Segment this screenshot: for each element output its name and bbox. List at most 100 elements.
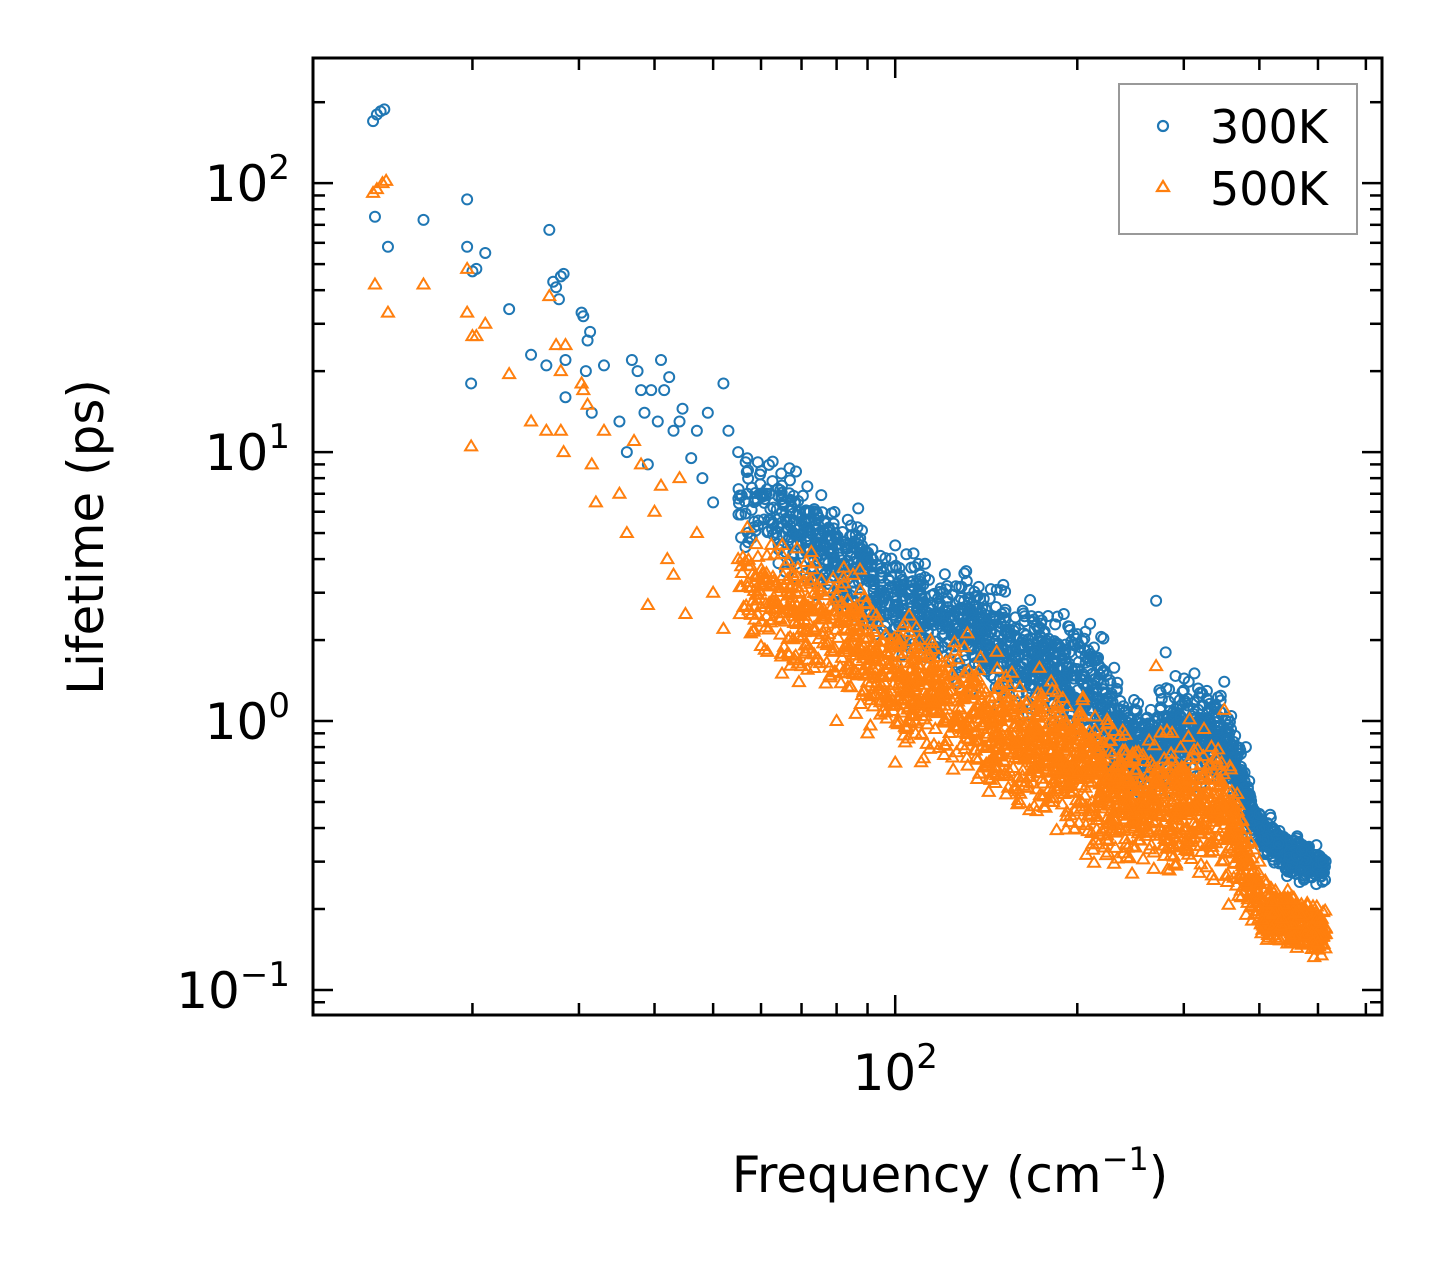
data-point-500K: [1146, 737, 1163, 751]
data-point-500K: [1160, 765, 1176, 779]
data-point-500K: [1071, 728, 1087, 742]
data-point-500K: [1048, 684, 1065, 698]
data-point-500K: [1167, 839, 1183, 853]
data-point-300K: [924, 610, 937, 623]
legend-box: [1118, 83, 1358, 235]
data-point-300K: [886, 582, 899, 595]
data-point-500K: [983, 751, 1000, 765]
data-point-300K: [1024, 594, 1037, 607]
data-point-500K: [793, 658, 810, 672]
data-point-500K: [1248, 873, 1265, 887]
data-point-500K: [1031, 659, 1048, 673]
data-point-500K: [872, 680, 889, 694]
data-point-500K: [1004, 746, 1021, 760]
data-point-500K: [894, 649, 910, 663]
data-point-500K: [1135, 812, 1152, 826]
data-point-300K: [1273, 825, 1286, 838]
data-point-500K: [869, 613, 886, 627]
data-point-300K: [739, 507, 752, 520]
data-point-500K: [1226, 855, 1242, 869]
data-point-500K: [1086, 854, 1102, 868]
data-point-500K: [1016, 747, 1032, 761]
data-point-300K: [1223, 715, 1236, 728]
data-point-300K: [792, 495, 805, 508]
data-point-500K: [998, 685, 1015, 699]
data-point-500K: [1312, 913, 1328, 927]
y-axis-label: Lifetime (ps): [57, 379, 115, 695]
data-point-500K: [1008, 735, 1024, 749]
data-point-500K: [759, 547, 775, 561]
data-point-500K: [1107, 810, 1123, 824]
data-point-300K: [893, 581, 906, 594]
data-point-500K: [1179, 834, 1195, 848]
data-point-500K: [1193, 787, 1209, 801]
data-point-500K: [538, 422, 555, 436]
data-point-300K: [801, 513, 814, 526]
data-point-500K: [1112, 820, 1129, 834]
data-point-500K: [459, 260, 475, 274]
data-point-300K: [733, 489, 746, 502]
data-point-500K: [1107, 839, 1124, 853]
data-point-300K: [763, 487, 776, 500]
data-point-500K: [859, 622, 876, 636]
data-point-500K: [789, 540, 805, 554]
data-point-500K: [1204, 838, 1220, 852]
data-point-500K: [826, 607, 843, 621]
data-point-500K: [555, 444, 572, 458]
data-point-500K: [969, 770, 986, 784]
data-point-500K: [1251, 853, 1268, 867]
data-point-500K: [619, 525, 635, 539]
data-point-300K: [795, 515, 808, 528]
data-point-300K: [1068, 639, 1081, 652]
data-point-500K: [835, 569, 852, 583]
data-point-300K: [525, 348, 538, 361]
data-point-500K: [1052, 729, 1069, 743]
data-point-300K: [1239, 741, 1252, 754]
data-point-500K: [790, 627, 806, 641]
data-point-500K: [977, 740, 994, 754]
data-point-300K: [1225, 710, 1238, 723]
data-point-300K: [1111, 676, 1124, 689]
data-point-500K: [1099, 827, 1116, 841]
data-point-500K: [744, 606, 760, 620]
data-point-300K: [837, 557, 850, 570]
data-point-500K: [1087, 708, 1103, 722]
data-point-300K: [717, 377, 730, 390]
data-point-500K: [1049, 752, 1065, 766]
y-tick-label: 101: [205, 417, 290, 482]
data-point-300K: [1261, 832, 1274, 845]
data-point-500K: [875, 633, 891, 647]
data-point-500K: [757, 641, 773, 655]
data-point-500K: [1048, 822, 1065, 836]
data-point-300K: [1152, 711, 1165, 724]
data-point-500K: [1230, 796, 1246, 810]
data-point-300K: [965, 605, 978, 618]
data-point-500K: [1029, 741, 1046, 755]
data-point-500K: [1202, 801, 1219, 815]
data-point-500K: [800, 598, 816, 612]
data-point-500K: [553, 422, 569, 436]
data-point-500K: [917, 708, 933, 722]
data-point-300K: [830, 539, 843, 552]
data-point-300K: [597, 359, 610, 372]
data-point-500K: [904, 696, 920, 710]
data-point-500K: [415, 276, 432, 290]
data-point-300K: [907, 547, 920, 560]
data-point-300K: [890, 598, 903, 611]
data-point-300K: [635, 384, 648, 397]
data-point-300K: [1129, 703, 1142, 716]
data-point-300K: [1097, 632, 1110, 645]
data-point-500K: [1264, 906, 1281, 920]
data-point-300K: [1159, 646, 1172, 659]
data-point-500K: [792, 606, 808, 620]
data-point-300K: [1095, 630, 1108, 643]
data-point-300K: [858, 544, 871, 557]
data-point-500K: [374, 175, 391, 189]
data-point-500K: [993, 702, 1009, 716]
data-point-500K: [917, 693, 933, 707]
data-point-500K: [886, 629, 903, 643]
data-point-500K: [1125, 750, 1142, 764]
data-point-500K: [751, 582, 767, 596]
data-point-500K: [788, 585, 805, 599]
data-point-300K: [1128, 720, 1141, 733]
